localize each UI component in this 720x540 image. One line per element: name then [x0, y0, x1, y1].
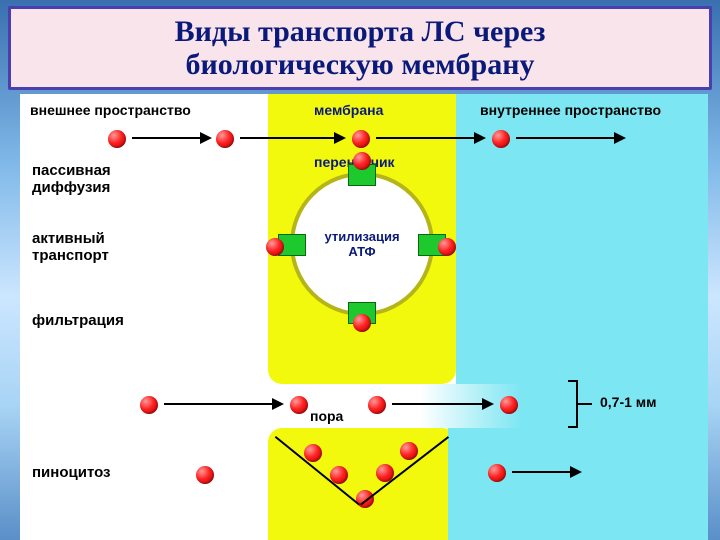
- molecule: [500, 396, 518, 414]
- bracket-line: [568, 380, 578, 382]
- arrow-head-icon: [272, 398, 284, 410]
- molecule: [108, 130, 126, 148]
- arrow: [164, 403, 274, 405]
- label-atp: утилизация АТФ: [324, 229, 399, 259]
- title-line1: Виды транспорта ЛС через: [175, 15, 546, 48]
- label-filtration: фильтрация: [32, 312, 124, 329]
- label-pore: пора: [310, 408, 343, 424]
- membrane-lower: [268, 428, 456, 540]
- molecule: [400, 442, 418, 460]
- pore-gradient: [420, 384, 708, 428]
- molecule: [368, 396, 386, 414]
- label-passive-diffusion: пассивная диффузия: [32, 162, 111, 196]
- arrow: [516, 137, 616, 139]
- arrow: [376, 137, 476, 139]
- inner-lower: [448, 428, 708, 540]
- label-inner-space: внутреннее пространство: [480, 102, 661, 118]
- molecule: [304, 444, 322, 462]
- atp-circle: утилизация АТФ: [290, 172, 434, 316]
- bracket-line: [568, 426, 578, 428]
- diagram-canvas: внешнее пространство мембрана внутреннее…: [20, 94, 708, 540]
- molecule: [352, 130, 370, 148]
- label-pinocytosis: пиноцитоз: [32, 464, 111, 481]
- label-membrane: мембрана: [314, 102, 383, 118]
- molecule: [492, 130, 510, 148]
- molecule: [216, 130, 234, 148]
- molecule: [196, 466, 214, 484]
- arrow-head-icon: [474, 132, 486, 144]
- bracket-line: [576, 403, 592, 405]
- molecule: [353, 314, 371, 332]
- molecule: [290, 396, 308, 414]
- molecule: [353, 152, 371, 170]
- arrow-head-icon: [614, 132, 626, 144]
- arrow: [240, 137, 336, 139]
- arrow: [392, 403, 484, 405]
- molecule: [266, 238, 284, 256]
- title-box: Виды транспорта ЛС через биологическую м…: [8, 6, 712, 90]
- molecule: [438, 238, 456, 256]
- label-active-transport: активный транспорт: [32, 230, 109, 264]
- label-outer-space: внешнее пространство: [30, 102, 191, 118]
- arrow-head-icon: [482, 398, 494, 410]
- arrow-head-icon: [200, 132, 212, 144]
- label-pore-size: 0,7-1 мм: [600, 394, 657, 410]
- arrow: [132, 137, 202, 139]
- arrow-head-icon: [334, 132, 346, 144]
- arrow-head-icon: [570, 466, 582, 478]
- molecule: [488, 464, 506, 482]
- molecule: [140, 396, 158, 414]
- arrow: [512, 471, 572, 473]
- title-line2: биологическую мембрану: [186, 48, 535, 81]
